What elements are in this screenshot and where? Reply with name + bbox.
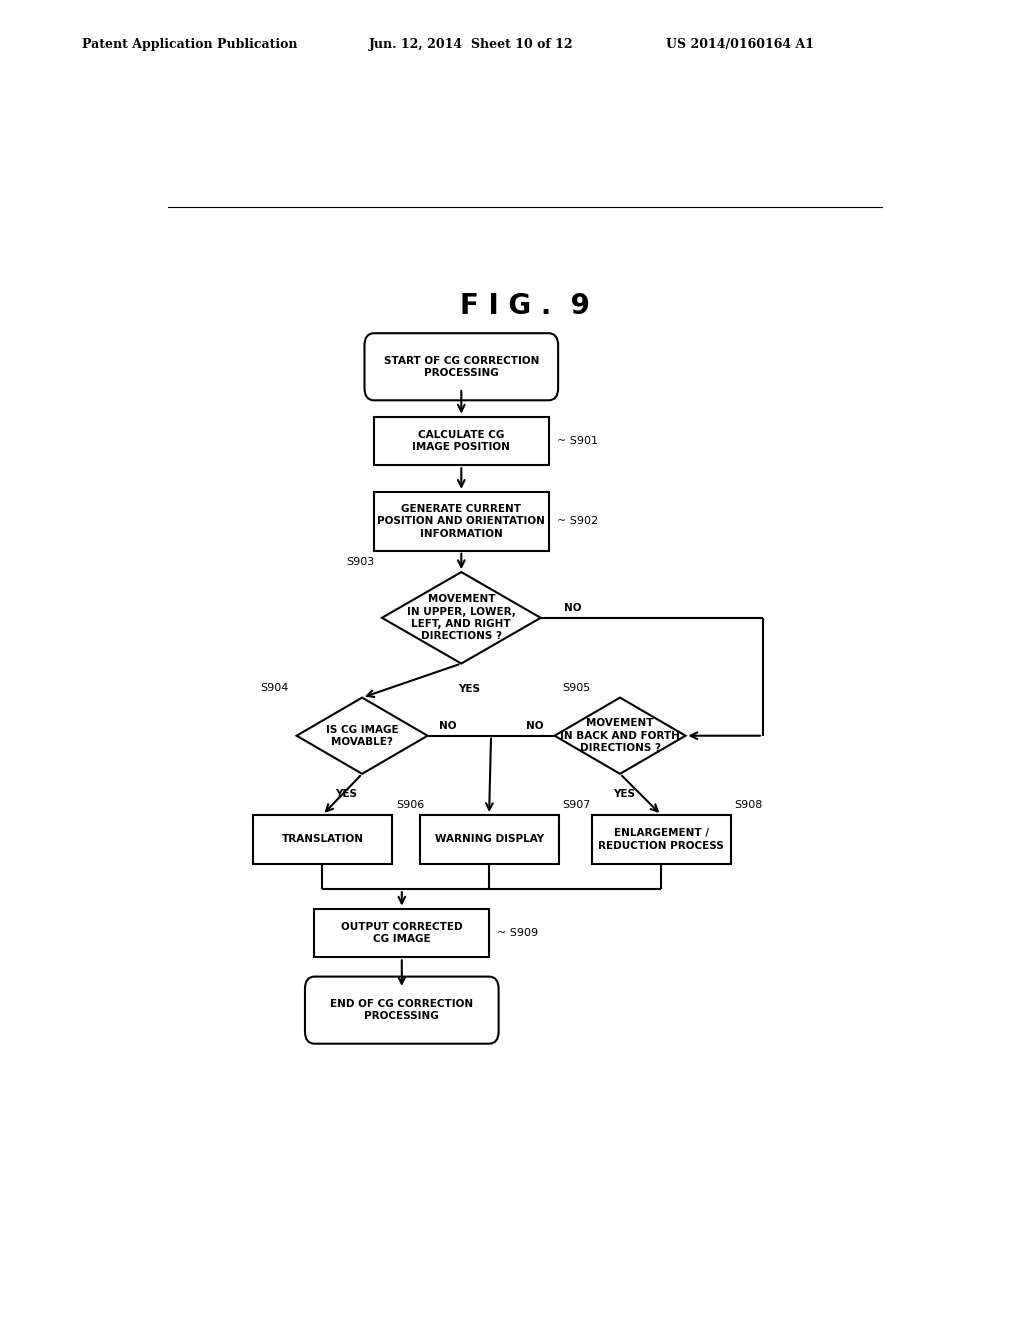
Text: NO: NO [563, 603, 582, 612]
FancyBboxPatch shape [365, 333, 558, 400]
Text: S907: S907 [562, 800, 591, 810]
Polygon shape [382, 572, 541, 664]
Text: MOVEMENT
IN UPPER, LOWER,
LEFT, AND RIGHT
DIRECTIONS ?: MOVEMENT IN UPPER, LOWER, LEFT, AND RIGH… [407, 594, 516, 642]
Text: MOVEMENT
IN BACK AND FORTH
DIRECTIONS ?: MOVEMENT IN BACK AND FORTH DIRECTIONS ? [560, 718, 680, 754]
Text: S905: S905 [562, 682, 591, 693]
Text: S904: S904 [260, 682, 289, 693]
Text: OUTPUT CORRECTED
CG IMAGE: OUTPUT CORRECTED CG IMAGE [341, 921, 463, 944]
Text: Jun. 12, 2014  Sheet 10 of 12: Jun. 12, 2014 Sheet 10 of 12 [369, 38, 573, 51]
Text: US 2014/0160164 A1: US 2014/0160164 A1 [666, 38, 814, 51]
Bar [374, 417, 549, 466]
Bar [592, 814, 731, 863]
Bar [253, 814, 392, 863]
Polygon shape [555, 697, 685, 774]
Text: S903: S903 [346, 557, 374, 568]
FancyBboxPatch shape [305, 977, 499, 1044]
Bar [420, 814, 558, 863]
Text: NO: NO [438, 721, 456, 730]
Text: YES: YES [459, 684, 480, 694]
Bar [314, 908, 489, 957]
Text: S906: S906 [396, 800, 424, 810]
Text: ~ S909: ~ S909 [497, 928, 539, 939]
Text: YES: YES [613, 789, 635, 799]
Text: TRANSLATION: TRANSLATION [282, 834, 364, 845]
Text: S908: S908 [734, 800, 763, 810]
Text: Patent Application Publication: Patent Application Publication [82, 38, 297, 51]
Bar [374, 492, 549, 550]
Text: F I G .  9: F I G . 9 [460, 292, 590, 319]
Text: ~ S901: ~ S901 [557, 436, 598, 446]
Text: WARNING DISPLAY: WARNING DISPLAY [434, 834, 544, 845]
Polygon shape [297, 697, 428, 774]
Text: ENLARGEMENT /
REDUCTION PROCESS: ENLARGEMENT / REDUCTION PROCESS [598, 828, 724, 850]
Text: START OF CG CORRECTION
PROCESSING: START OF CG CORRECTION PROCESSING [384, 355, 539, 378]
Text: ~ S902: ~ S902 [557, 516, 598, 527]
Text: YES: YES [335, 789, 357, 799]
Text: NO: NO [526, 721, 544, 730]
Text: CALCULATE CG
IMAGE POSITION: CALCULATE CG IMAGE POSITION [413, 430, 510, 453]
Text: IS CG IMAGE
MOVABLE?: IS CG IMAGE MOVABLE? [326, 725, 398, 747]
Text: GENERATE CURRENT
POSITION AND ORIENTATION
INFORMATION: GENERATE CURRENT POSITION AND ORIENTATIO… [378, 504, 545, 539]
Text: END OF CG CORRECTION
PROCESSING: END OF CG CORRECTION PROCESSING [330, 999, 473, 1022]
